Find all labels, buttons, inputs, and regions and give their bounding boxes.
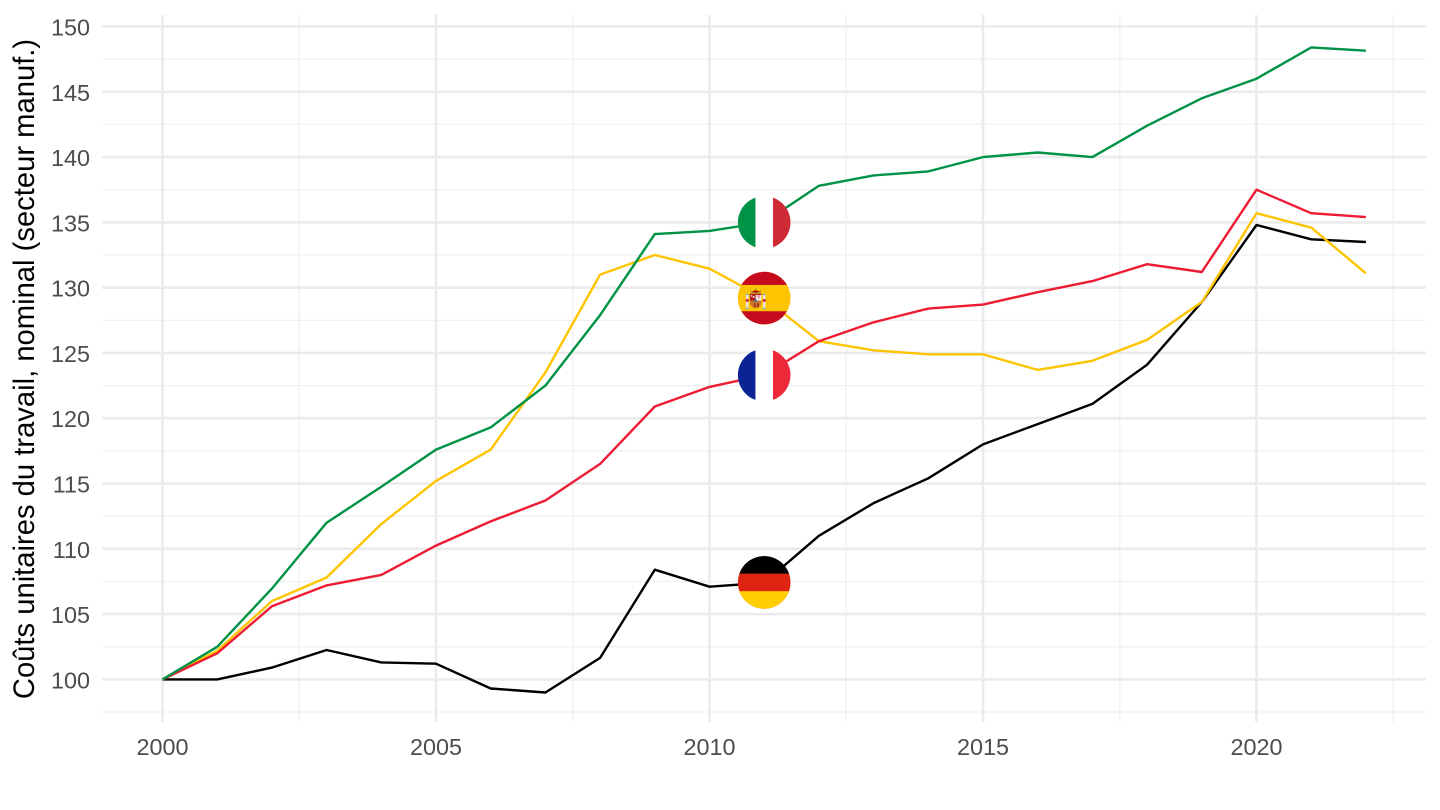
svg-text:145: 145 <box>51 80 90 106</box>
svg-text:2000: 2000 <box>136 734 188 760</box>
svg-text:2020: 2020 <box>1230 734 1282 760</box>
svg-text:105: 105 <box>51 602 90 628</box>
svg-text:135: 135 <box>51 210 90 236</box>
svg-text:100: 100 <box>51 667 90 693</box>
svg-text:120: 120 <box>51 406 90 432</box>
svg-text:Coûts unitaires du travail, no: Coûts unitaires du travail, nominal (sec… <box>9 39 41 699</box>
svg-text:115: 115 <box>53 472 90 498</box>
svg-text:140: 140 <box>51 145 90 171</box>
svg-text:125: 125 <box>51 341 90 367</box>
svg-text:150: 150 <box>51 15 90 41</box>
svg-text:2010: 2010 <box>683 734 735 760</box>
svg-text:2005: 2005 <box>410 734 462 760</box>
svg-text:130: 130 <box>51 276 90 302</box>
svg-text:2015: 2015 <box>957 734 1009 760</box>
svg-text:110: 110 <box>53 537 90 563</box>
